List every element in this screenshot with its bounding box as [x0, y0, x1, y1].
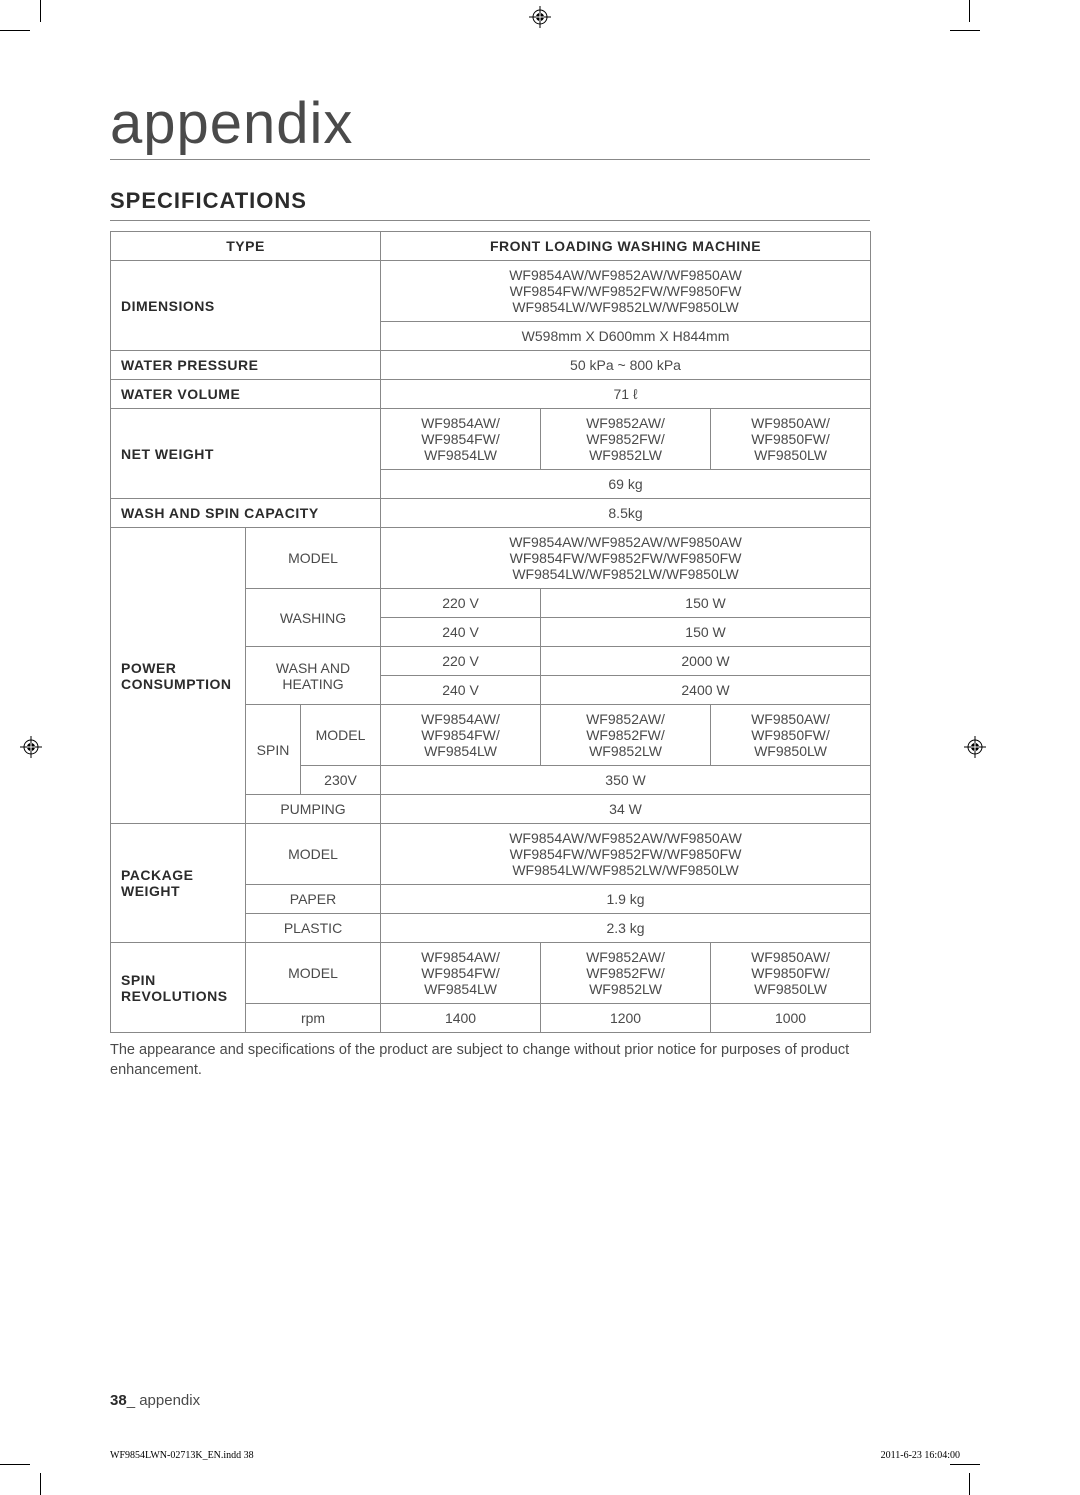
table-row: DIMENSIONS WF9854AW/WF9852AW/WF9850AW WF…: [111, 261, 871, 322]
crop-mark: [0, 30, 30, 31]
spin-rev-rpm-3: 1000: [711, 1004, 871, 1033]
table-row: POWERCONSUMPTION MODEL WF9854AW/WF9852AW…: [111, 528, 871, 589]
package-paper-value: 1.9 kg: [381, 885, 871, 914]
table-row: TYPE FRONT LOADING WASHING MACHINE: [111, 232, 871, 261]
crop-mark: [950, 1464, 980, 1465]
table-row: WATER PRESSURE 50 kPa ~ 800 kPa: [111, 351, 871, 380]
power-washing-watt-1: 150 W: [541, 589, 871, 618]
power-label: POWERCONSUMPTION: [111, 528, 246, 824]
registration-mark-icon: [964, 736, 986, 758]
dimensions-label: DIMENSIONS: [111, 261, 381, 351]
type-value: FRONT LOADING WASHING MACHINE: [381, 232, 871, 261]
power-model-label: MODEL: [246, 528, 381, 589]
power-model-value: WF9854AW/WF9852AW/WF9850AW WF9854FW/WF98…: [381, 528, 871, 589]
spin-rev-model-2: WF9852AW/ WF9852FW/ WF9852LW: [541, 943, 711, 1004]
water-pressure-value: 50 kPa ~ 800 kPa: [381, 351, 871, 380]
table-row: PACKAGE WEIGHT MODEL WF9854AW/WF9852AW/W…: [111, 824, 871, 885]
power-spin-label: SPIN: [246, 705, 301, 795]
table-row: WATER VOLUME 71 ℓ: [111, 380, 871, 409]
table-row: WASH AND SPIN CAPACITY 8.5kg: [111, 499, 871, 528]
indd-time: 2011-6-23 16:04:00: [881, 1450, 960, 1461]
crop-mark: [40, 0, 41, 22]
indd-file: WF9854LWN-02713K_EN.indd 38: [110, 1450, 254, 1461]
power-spin-model-2: WF9852AW/ WF9852FW/ WF9852LW: [541, 705, 711, 766]
power-spin-volt: 230V: [301, 766, 381, 795]
net-weight-model-3: WF9850AW/ WF9850FW/ WF9850LW: [711, 409, 871, 470]
crop-mark: [40, 1473, 41, 1495]
spin-rev-model-label: MODEL: [246, 943, 381, 1004]
footnote: The appearance and specifications of the…: [110, 1041, 870, 1080]
power-spin-watt: 350 W: [381, 766, 871, 795]
water-volume-label: WATER VOLUME: [111, 380, 381, 409]
spin-rev-model-3: WF9850AW/ WF9850FW/ WF9850LW: [711, 943, 871, 1004]
title-rule: appendix: [110, 90, 870, 160]
power-spin-model-3: WF9850AW/ WF9850FW/ WF9850LW: [711, 705, 871, 766]
crop-mark: [0, 1464, 30, 1465]
registration-mark-icon: [529, 6, 551, 28]
spin-rev-rpm-2: 1200: [541, 1004, 711, 1033]
power-washheat-watt-1: 2000 W: [541, 647, 871, 676]
specifications-table: TYPE FRONT LOADING WASHING MACHINE DIMEN…: [110, 231, 871, 1033]
power-washing-volt-2: 240 V: [381, 618, 541, 647]
wash-spin-cap-value: 8.5kg: [381, 499, 871, 528]
registration-mark-icon: [20, 736, 42, 758]
net-weight-model-2: WF9852AW/ WF9852FW/ WF9852LW: [541, 409, 711, 470]
spin-rev-label: SPINREVOLUTIONS: [111, 943, 246, 1033]
power-spin-model-1: WF9854AW/ WF9854FW/ WF9854LW: [381, 705, 541, 766]
footer-sep: _: [127, 1392, 135, 1409]
power-washheat-watt-2: 2400 W: [541, 676, 871, 705]
package-paper-label: PAPER: [246, 885, 381, 914]
power-washing-label: WASHING: [246, 589, 381, 647]
indesign-slug: WF9854LWN-02713K_EN.indd 38 2011-6-23 16…: [110, 1450, 960, 1461]
table-row: NET WEIGHT WF9854AW/ WF9854FW/ WF9854LW …: [111, 409, 871, 470]
wash-spin-cap-label: WASH AND SPIN CAPACITY: [111, 499, 381, 528]
package-model-value: WF9854AW/WF9852AW/WF9850AW WF9854FW/WF98…: [381, 824, 871, 885]
dimensions-value: W598mm X D600mm X H844mm: [381, 322, 871, 351]
crop-mark: [950, 30, 980, 31]
package-model-label: MODEL: [246, 824, 381, 885]
spin-rev-model-1: WF9854AW/ WF9854FW/ WF9854LW: [381, 943, 541, 1004]
package-weight-label: PACKAGE WEIGHT: [111, 824, 246, 943]
dimensions-models: WF9854AW/WF9852AW/WF9850AW WF9854FW/WF98…: [381, 261, 871, 322]
water-volume-value: 71 ℓ: [381, 380, 871, 409]
package-plastic-label: PLASTIC: [246, 914, 381, 943]
power-washing-watt-2: 150 W: [541, 618, 871, 647]
table-row: SPINREVOLUTIONS MODEL WF9854AW/ WF9854FW…: [111, 943, 871, 1004]
power-spin-model-label: MODEL: [301, 705, 381, 766]
crop-mark: [969, 1473, 970, 1495]
power-washing-volt-1: 220 V: [381, 589, 541, 618]
power-washheat-label: WASH ANDHEATING: [246, 647, 381, 705]
crop-mark: [969, 0, 970, 22]
page-number: 38: [110, 1392, 127, 1409]
spin-rev-rpm-label: rpm: [246, 1004, 381, 1033]
package-plastic-value: 2.3 kg: [381, 914, 871, 943]
section-title: SPECIFICATIONS: [110, 188, 870, 221]
spin-rev-rpm-1: 1400: [381, 1004, 541, 1033]
footer-text: appendix: [139, 1392, 200, 1409]
water-pressure-label: WATER PRESSURE: [111, 351, 381, 380]
page-title: appendix: [110, 90, 353, 159]
page-content: appendix SPECIFICATIONS TYPE FRONT LOADI…: [110, 90, 870, 1080]
power-washheat-volt-1: 220 V: [381, 647, 541, 676]
power-pumping-label: PUMPING: [246, 795, 381, 824]
page-footer: 38_ appendix: [110, 1392, 200, 1409]
type-label: TYPE: [111, 232, 381, 261]
power-pumping-value: 34 W: [381, 795, 871, 824]
power-washheat-volt-2: 240 V: [381, 676, 541, 705]
net-weight-label: NET WEIGHT: [111, 409, 381, 499]
net-weight-value: 69 kg: [381, 470, 871, 499]
net-weight-model-1: WF9854AW/ WF9854FW/ WF9854LW: [381, 409, 541, 470]
